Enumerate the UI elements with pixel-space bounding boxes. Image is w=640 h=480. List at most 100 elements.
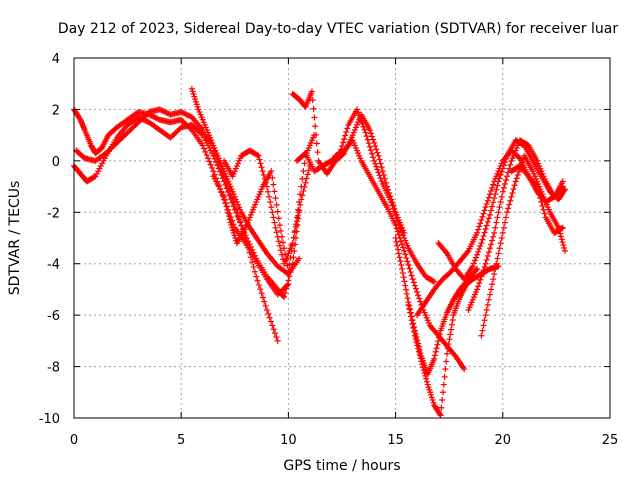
data-point — [448, 321, 455, 328]
data-point — [295, 206, 302, 213]
data-point — [405, 262, 412, 268]
data-point — [505, 205, 512, 212]
data-point — [399, 265, 406, 272]
data-point — [343, 128, 350, 135]
data-point — [291, 229, 298, 236]
data-point — [272, 195, 279, 202]
x-tick-label: 25 — [602, 433, 619, 448]
series-arc-11 — [405, 263, 502, 419]
data-point — [475, 283, 482, 290]
data-point — [507, 161, 514, 168]
data-point — [163, 109, 170, 116]
data-point — [375, 152, 382, 159]
data-point — [475, 248, 482, 255]
data-point — [469, 263, 476, 270]
data-point — [478, 217, 485, 223]
data-point — [371, 157, 378, 164]
data-point — [444, 350, 451, 357]
data-point — [206, 158, 213, 165]
data-point — [475, 226, 482, 233]
data-point — [402, 282, 409, 289]
data-point — [274, 233, 281, 240]
data-point — [357, 115, 364, 122]
data-point — [421, 370, 428, 376]
data-point — [422, 372, 429, 379]
data-point — [482, 204, 489, 211]
data-point — [403, 254, 410, 261]
data-point — [269, 209, 276, 216]
data-point — [376, 156, 383, 163]
data-point — [473, 267, 479, 274]
data-point — [476, 280, 483, 286]
data-point — [479, 327, 486, 334]
data-point — [263, 307, 270, 313]
data-point — [408, 317, 415, 324]
data-point — [203, 152, 210, 159]
data-point — [464, 249, 471, 256]
data-point — [496, 175, 503, 182]
data-point — [360, 123, 367, 130]
data-point — [485, 296, 492, 303]
data-point — [221, 193, 228, 200]
data-point — [259, 168, 266, 175]
data-point — [156, 106, 163, 113]
data-point — [419, 364, 426, 371]
data-point — [541, 210, 548, 217]
data-point — [274, 208, 281, 215]
data-point — [488, 241, 495, 248]
data-point — [154, 115, 161, 122]
data-point — [493, 186, 500, 193]
data-point — [444, 345, 451, 352]
data-point — [280, 293, 287, 300]
data-point — [207, 161, 214, 168]
data-point — [238, 222, 245, 229]
data-point — [505, 169, 512, 176]
data-point — [482, 226, 489, 232]
data-point — [258, 290, 265, 297]
data-point — [485, 194, 492, 201]
data-point — [477, 220, 484, 227]
data-point — [344, 125, 351, 132]
data-point — [493, 219, 500, 226]
data-point — [481, 317, 488, 324]
data-point — [400, 274, 407, 281]
data-point — [254, 277, 261, 284]
data-point — [513, 175, 520, 182]
data-point — [143, 118, 150, 124]
data-point — [312, 123, 319, 130]
data-point — [302, 179, 309, 186]
data-point — [272, 330, 278, 337]
data-point — [225, 213, 232, 220]
data-point — [560, 242, 567, 249]
data-point — [256, 156, 263, 163]
data-point — [362, 129, 369, 136]
data-point — [158, 107, 165, 114]
x-tick-label: 0 — [70, 433, 78, 448]
data-point — [418, 358, 425, 365]
data-point — [405, 301, 412, 308]
data-point — [310, 105, 317, 112]
data-point — [226, 216, 233, 223]
data-point — [558, 225, 565, 232]
data-point — [356, 112, 363, 119]
data-point — [393, 225, 400, 232]
data-point — [479, 213, 486, 220]
data-point — [500, 224, 507, 231]
data-point — [519, 159, 526, 166]
data-point — [262, 302, 269, 309]
data-point — [273, 334, 280, 340]
data-point — [372, 160, 379, 167]
data-point — [490, 199, 497, 206]
data-point — [412, 335, 419, 342]
data-point — [378, 164, 385, 171]
data-point — [415, 292, 422, 299]
data-point — [498, 168, 505, 175]
data-point — [406, 265, 413, 272]
data-point — [559, 239, 566, 246]
data-point — [477, 276, 484, 283]
data-point — [481, 207, 488, 214]
data-point — [242, 235, 249, 241]
data-point — [397, 238, 404, 245]
